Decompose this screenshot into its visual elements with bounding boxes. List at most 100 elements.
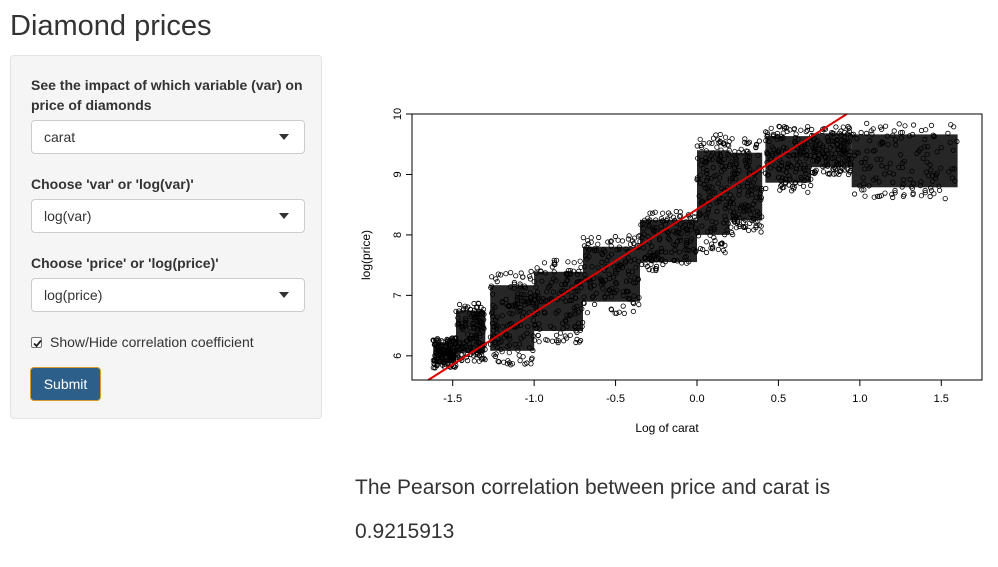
xform-select-value: log(var) <box>44 208 92 224</box>
scatter-point <box>553 332 560 338</box>
scatter-point <box>574 336 580 342</box>
scatter-point <box>631 240 637 247</box>
scatter-point <box>511 279 517 286</box>
scatter-point <box>745 227 752 233</box>
scatter-point <box>482 356 488 363</box>
scatter-point <box>653 266 659 272</box>
scatter-point <box>585 238 591 244</box>
scatter-point <box>729 136 735 142</box>
xform-select-label: Choose 'var' or 'log(var)' <box>31 176 194 192</box>
scatter-point <box>608 306 614 312</box>
scatter-point <box>554 257 560 263</box>
scatter-point <box>800 183 807 189</box>
scatter-point <box>596 234 602 241</box>
scatter-point <box>878 126 885 132</box>
scatter-point <box>882 123 889 129</box>
scatter-point <box>784 128 790 135</box>
scatter-point <box>756 138 762 144</box>
scatter-point <box>676 214 683 220</box>
scatter-point <box>703 249 710 256</box>
scatter-point <box>716 140 722 146</box>
scatter-point <box>652 209 658 215</box>
y-tick-label: 7 <box>392 292 404 298</box>
scatter-dense-cluster <box>729 152 763 221</box>
scatter-point <box>742 136 748 142</box>
scatter-point <box>811 170 817 177</box>
scatter-point <box>840 124 846 130</box>
scatter-point <box>918 127 925 134</box>
var-select[interactable]: carat <box>31 120 305 154</box>
scatter-point <box>636 302 642 308</box>
scatter-point <box>942 196 948 202</box>
scatter-point <box>922 187 928 194</box>
scatter-point <box>820 169 827 175</box>
scatter-dense-cluster <box>765 136 811 183</box>
scatter-point <box>495 271 501 277</box>
scatter-point <box>709 140 715 147</box>
scatter-point <box>605 239 611 245</box>
scatter-point <box>776 123 782 129</box>
page-title: Diamond prices <box>10 10 212 42</box>
x-tick-label: -1.5 <box>443 393 462 405</box>
scatter-point <box>734 220 740 226</box>
scatter-point <box>697 136 703 142</box>
var-select-value: carat <box>44 129 76 145</box>
scatter-point <box>717 138 723 145</box>
x-tick-label: 0.5 <box>771 393 786 405</box>
scatter-point <box>608 238 614 244</box>
scatter-point <box>922 190 928 196</box>
scatter-point <box>536 339 542 345</box>
scatter-point <box>584 310 590 316</box>
scatter-point <box>936 187 943 193</box>
scatter-points <box>430 120 960 371</box>
scatter-point <box>896 121 902 127</box>
scatter-point <box>700 246 706 253</box>
scatter-point <box>876 193 883 200</box>
scatter-point <box>809 126 815 133</box>
scatter-point <box>608 239 614 245</box>
scatter-point <box>842 167 848 173</box>
scatter-point <box>527 276 533 282</box>
scatter-point <box>665 210 672 216</box>
scatter-point <box>494 279 500 285</box>
scatter-point <box>478 304 484 311</box>
scatter-point <box>434 337 440 343</box>
scatter-point <box>758 229 764 235</box>
scatter-point <box>528 361 534 367</box>
scatter-point <box>481 355 487 361</box>
scatter-point <box>745 140 751 146</box>
scatter-point <box>712 238 718 244</box>
correlation-checkbox-row[interactable]: Show/Hide correlation coefficient <box>31 334 254 350</box>
scatter-point <box>774 130 780 137</box>
correlation-value: 0.9215913 <box>355 520 455 543</box>
scatter-point <box>805 189 811 195</box>
correlation-checkbox-label: Show/Hide correlation coefficient <box>50 334 254 350</box>
scatter-point <box>751 227 757 233</box>
scatter-point <box>621 310 627 316</box>
correlation-text: The Pearson correlation between price an… <box>355 476 831 499</box>
scatter-point <box>726 138 732 145</box>
xform-select[interactable]: log(var) <box>31 199 305 233</box>
scatter-point <box>561 338 567 344</box>
submit-button[interactable]: Submit <box>30 367 101 401</box>
scatter-point <box>585 241 591 247</box>
scatter-point <box>928 122 935 128</box>
scatter-point <box>630 308 636 314</box>
var-select-label: See the impact of which variable (var) o… <box>31 77 303 113</box>
scatter-point <box>868 128 874 134</box>
scatter-point <box>803 128 809 135</box>
price-select[interactable]: log(price) <box>31 278 305 312</box>
y-tick-label: 6 <box>392 353 404 359</box>
scatter-point <box>719 241 725 247</box>
scatter-point <box>649 210 656 216</box>
scatter-point <box>858 129 864 136</box>
scatter-point <box>626 233 632 239</box>
x-axis-label: Log of carat <box>635 421 699 435</box>
correlation-checkbox[interactable] <box>31 336 42 348</box>
scatter-point <box>698 142 704 149</box>
sidebar-panel: See the impact of which variable (var) o… <box>10 55 322 419</box>
scatter-point <box>864 120 870 126</box>
scatter-point <box>625 236 631 242</box>
scatter-point <box>753 144 759 150</box>
chevron-down-icon <box>279 134 289 140</box>
